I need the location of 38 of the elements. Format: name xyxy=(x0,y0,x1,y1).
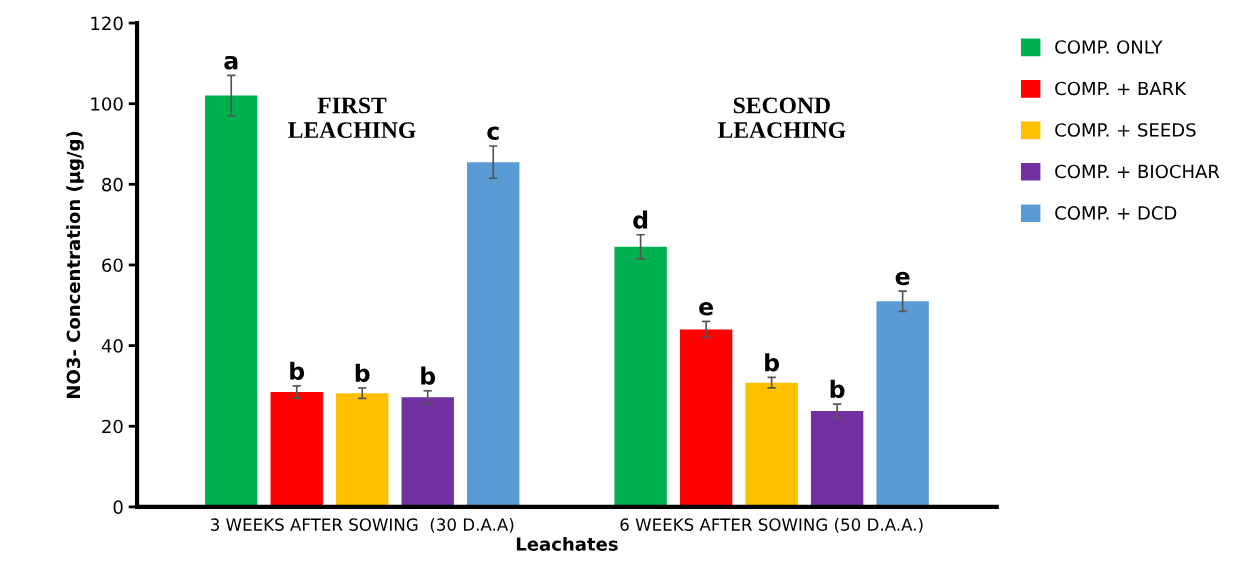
x-tick-label: 6 WEEKS AFTER SOWING (50 D.A.A.) xyxy=(620,518,923,533)
data-label: b xyxy=(830,379,845,399)
bar xyxy=(467,162,520,507)
bar xyxy=(270,391,323,507)
y-tick-label: 80 xyxy=(102,177,123,192)
bar xyxy=(336,393,389,507)
data-label: c xyxy=(487,126,499,141)
y-tick-label: 60 xyxy=(102,258,123,273)
legend-label: COMP. + BARK xyxy=(1055,81,1187,96)
data-label: b xyxy=(355,363,370,382)
x-axis-title: Leachates xyxy=(516,536,618,551)
legend-label: COMP. + DCD xyxy=(1055,206,1177,220)
bar xyxy=(679,329,733,507)
bar xyxy=(810,410,864,507)
legend-label: COMP. + SEEDS xyxy=(1055,123,1196,137)
bar xyxy=(205,95,258,507)
annotation: FIRST LEACHING xyxy=(288,97,416,139)
y-tick-label: 100 xyxy=(91,97,123,111)
bar xyxy=(745,382,798,507)
data-label: e xyxy=(895,271,910,286)
data-label: b xyxy=(421,366,436,385)
data-label: d xyxy=(633,210,648,229)
y-axis-title: NO3- Concentration (µg/g) xyxy=(66,131,84,399)
y-tick-label: 0 xyxy=(113,500,123,514)
y-tick-label: 120 xyxy=(91,16,123,31)
data-label: b xyxy=(765,353,780,372)
x-tick-label: 3 WEEKS AFTER SOWING (30 D.A.A) xyxy=(210,518,514,533)
y-tick-label: 20 xyxy=(102,419,123,434)
legend-label: COMP. + BIOCHAR xyxy=(1055,164,1220,179)
data-label: e xyxy=(699,301,713,316)
y-tick-label: 40 xyxy=(101,339,123,353)
data-label: a xyxy=(224,55,238,70)
bar xyxy=(401,397,454,507)
data-label: b xyxy=(290,361,305,380)
legend-label: COMP. ONLY xyxy=(1055,40,1163,54)
bar xyxy=(614,246,667,507)
bar xyxy=(876,301,929,507)
annotation: SECOND LEACHING xyxy=(717,97,846,139)
